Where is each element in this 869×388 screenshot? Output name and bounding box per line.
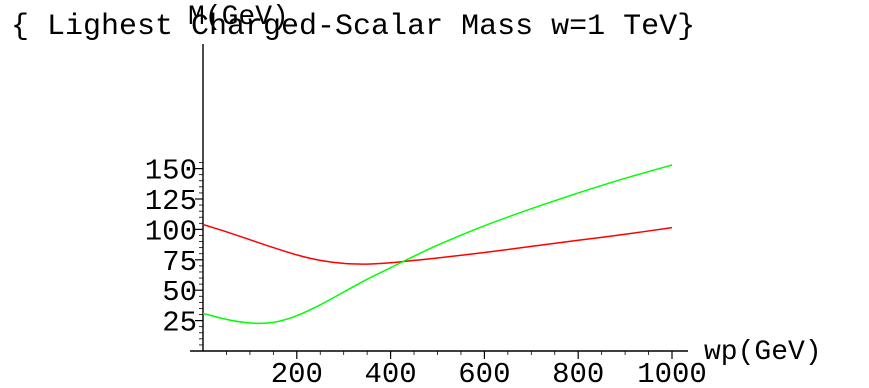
x-tick-label: 400 xyxy=(364,358,416,388)
y-tick-label: 75 xyxy=(162,246,197,279)
y-tick-label: 100 xyxy=(145,215,197,248)
y-tick-label: 150 xyxy=(145,155,197,188)
chart-title: { Lighest Charged-Scalar Mass w=1 TeV} xyxy=(11,10,695,44)
x-axis-label: wp(GeV) xyxy=(704,337,822,368)
x-tick-label: 1000 xyxy=(637,358,707,388)
y-tick-label: 50 xyxy=(162,276,197,309)
x-tick-label: 600 xyxy=(458,358,510,388)
series-line-green xyxy=(202,164,673,325)
y-axis-label: M(GeV) xyxy=(188,2,289,33)
y-tick-label: 125 xyxy=(145,185,197,218)
series-line-red xyxy=(202,223,673,265)
x-tick-label: 800 xyxy=(552,358,604,388)
y-tick-label: 25 xyxy=(162,307,197,340)
x-tick-label: 200 xyxy=(271,358,323,388)
